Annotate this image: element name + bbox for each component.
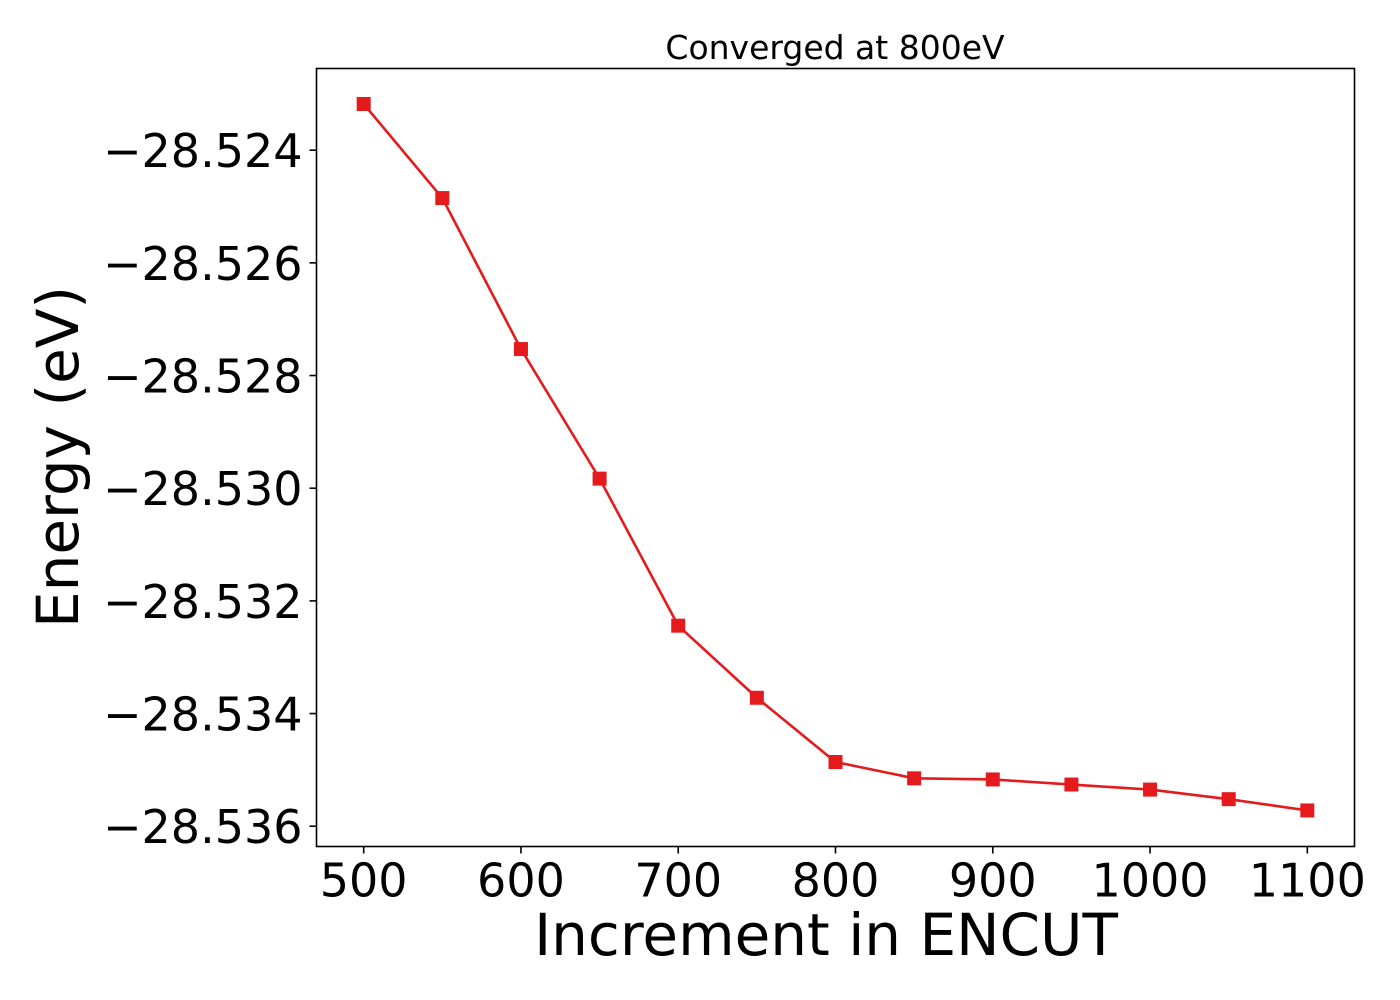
data-point-marker [513,342,528,357]
data-point-marker [907,771,922,786]
x-tick-label: 1100 [1249,854,1366,908]
data-point-marker [828,754,843,769]
data-point-marker [671,618,686,633]
data-point-marker [985,772,1000,787]
plot-area-frame [315,67,1356,848]
x-tick-label: 1000 [1092,854,1209,908]
data-point-marker [356,96,371,111]
data-point-marker [1064,777,1079,792]
data-point-marker [435,191,450,206]
series-line [362,103,1308,812]
x-axis-label: Increment in ENCUT [534,901,1118,969]
y-tick-label: −28.530 [103,462,303,516]
x-tick-label: 500 [320,854,408,908]
series-layer [356,96,1315,818]
x-tick-label: 800 [792,854,880,908]
data-point-marker [1300,803,1315,818]
chart-title: Converged at 800eV [665,28,1005,67]
y-tick-label: −28.526 [103,237,303,291]
x-tick-label: 700 [634,854,722,908]
data-point-marker [1143,782,1158,797]
y-tick-label: −28.528 [103,350,303,404]
data-point-marker [749,690,764,705]
y-tick-label: −28.524 [103,124,303,178]
data-point-marker [592,471,607,486]
y-axis-ticks: −28.524 −28.526 −28.528 −28.530 −28.532 −28.5… [103,124,317,854]
x-axis-ticks: 500 600 700 800 900 1000 1100 [320,846,1366,908]
y-axis-label: Energy (eV) [24,286,92,628]
y-tick-label: −28.534 [103,688,303,742]
y-tick-label: −28.532 [103,575,303,629]
x-tick-label: 900 [949,854,1037,908]
data-point-marker [1221,792,1236,807]
x-tick-label: 600 [477,854,565,908]
y-tick-label: −28.536 [103,800,303,854]
